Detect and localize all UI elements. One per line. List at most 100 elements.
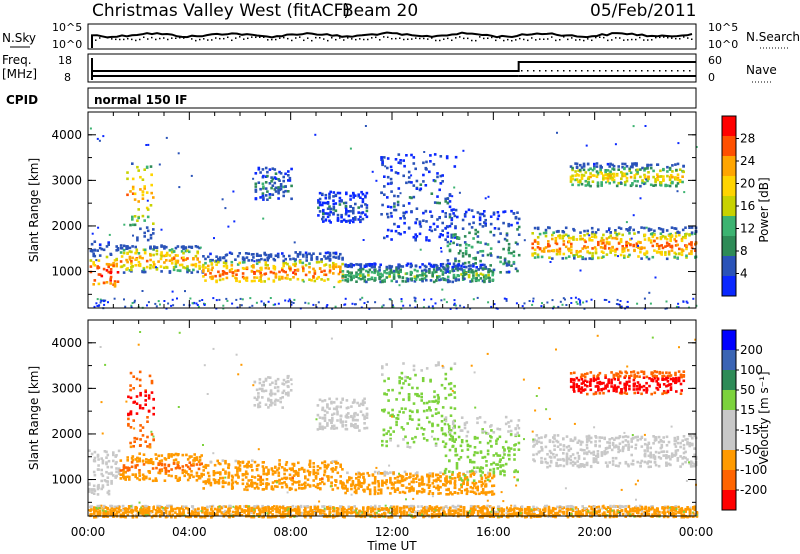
heatmap-cell [385, 276, 389, 279]
heatmap-cell [381, 479, 384, 483]
heatmap-cell [673, 238, 676, 241]
heatmap-cell [474, 492, 478, 496]
heatmap-cell [603, 450, 606, 453]
heatmap-cell [249, 297, 252, 300]
heatmap-cell [543, 435, 547, 439]
heatmap-cell [357, 218, 360, 221]
heatmap-cell [465, 492, 469, 496]
heatmap-cell [596, 181, 600, 184]
heatmap-cell [609, 251, 612, 254]
heatmap-cell [564, 245, 568, 249]
heatmap-cell [105, 462, 108, 466]
nsearch-point [547, 38, 549, 40]
heatmap-cell [383, 236, 386, 240]
heatmap-cell [437, 488, 440, 492]
nave-point [557, 70, 559, 72]
heatmap-cell [344, 264, 347, 268]
heatmap-cell [269, 253, 273, 256]
heatmap-cell [250, 265, 254, 268]
heatmap-cell [204, 466, 208, 470]
heatmap-cell [625, 179, 629, 183]
heatmap-cell [100, 299, 103, 302]
heatmap-cell [448, 280, 451, 283]
heatmap-cell [270, 186, 273, 190]
heatmap-cell [187, 250, 191, 254]
heatmap-cell [314, 475, 318, 478]
heatmap-cell [456, 268, 460, 272]
heatmap-cell [377, 485, 381, 488]
heatmap-cell [513, 448, 516, 451]
heatmap-cell [643, 167, 647, 170]
heatmap-cell [564, 256, 568, 260]
heatmap-cell [647, 175, 650, 179]
nave-point [383, 70, 385, 72]
heatmap-cell [345, 208, 348, 212]
heatmap-cell [533, 443, 536, 447]
heatmap-cell [336, 405, 339, 408]
heatmap-cell [201, 299, 204, 301]
nsearch-point [255, 36, 257, 39]
heatmap-cell [559, 464, 562, 467]
heatmap-cell [573, 257, 576, 260]
heatmap-cell [430, 229, 434, 233]
nsearch-point [179, 36, 181, 39]
heatmap-cell [458, 478, 461, 481]
heatmap-cell [241, 298, 244, 301]
heatmap-cell [587, 439, 591, 442]
heatmap-cell [606, 175, 610, 178]
nsky-label: N.Sky [2, 31, 36, 45]
heatmap-cell [487, 195, 490, 198]
heatmap-cell [396, 479, 400, 482]
heatmap-cell [686, 301, 689, 304]
heatmap-cell [569, 461, 573, 465]
heatmap-cell [507, 242, 511, 246]
heatmap-cell [172, 453, 176, 457]
heatmap-cell [196, 270, 199, 274]
heatmap-cell [122, 248, 126, 252]
heatmap-cell [150, 381, 154, 385]
heatmap-cell [191, 302, 194, 305]
heatmap-cell [492, 471, 496, 475]
heatmap-cell [137, 216, 140, 220]
heatmap-cell [562, 297, 565, 300]
heatmap-cell [634, 436, 638, 439]
heatmap-cell [318, 422, 322, 425]
heatmap-cell [155, 268, 159, 271]
heatmap-cell [336, 471, 340, 475]
heatmap-cell [269, 399, 273, 402]
nsearch-point [439, 39, 441, 42]
heatmap-cell [132, 419, 135, 422]
nave-point [335, 70, 337, 72]
heatmap-cell [282, 190, 285, 194]
heatmap-cell [570, 251, 573, 255]
heatmap-cell [113, 282, 117, 285]
nave-point [647, 70, 649, 72]
heatmap-cell [599, 246, 603, 249]
heatmap-cell [425, 278, 428, 282]
heatmap-cell [344, 297, 347, 300]
heatmap-cell [483, 473, 487, 477]
heatmap-cell [454, 449, 457, 453]
heatmap-cell [339, 252, 342, 256]
heatmap-cell [450, 217, 454, 220]
heatmap-cell [565, 462, 569, 466]
heatmap-cell [297, 461, 300, 465]
colorbar-swatch [722, 116, 736, 137]
heatmap-cell [584, 179, 588, 183]
heatmap-cell [174, 260, 178, 263]
heatmap-cell [587, 177, 591, 181]
heatmap-cell [474, 256, 477, 260]
heatmap-cell [625, 176, 629, 180]
heatmap-cell [593, 162, 596, 166]
heatmap-cell [350, 278, 353, 281]
nsearch-point [479, 36, 481, 38]
heatmap-cell [443, 298, 446, 301]
heatmap-cell [117, 470, 121, 474]
heatmap-cell [449, 414, 453, 417]
heatmap-cell [354, 216, 357, 219]
heatmap-cell [359, 215, 362, 219]
heatmap-cell [341, 398, 344, 401]
heatmap-cell [548, 464, 552, 468]
nsearch-point [183, 37, 185, 39]
heatmap-cell [612, 175, 616, 178]
